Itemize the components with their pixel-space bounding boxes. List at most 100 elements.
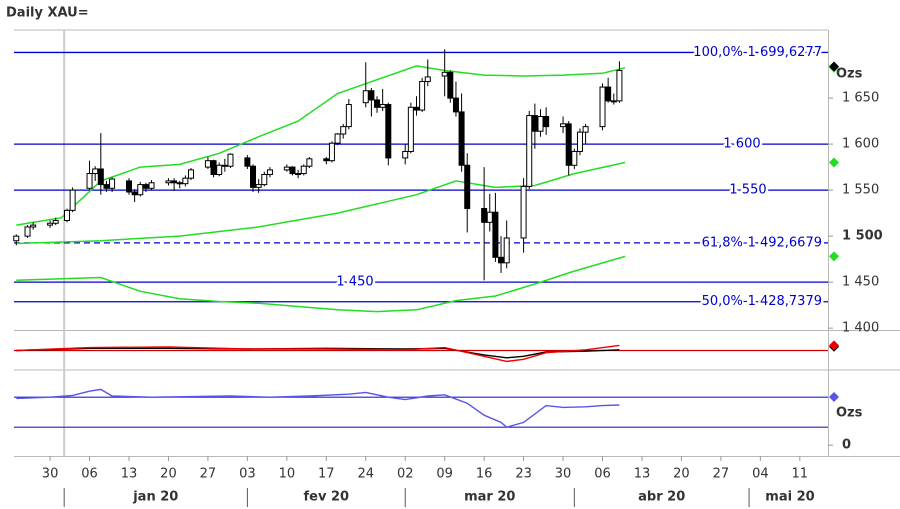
candle [610, 93, 617, 105]
candle-body [210, 160, 217, 175]
candle [458, 93, 465, 172]
candle-body [582, 126, 589, 133]
candle [63, 208, 70, 223]
candle-body [244, 157, 251, 167]
candle [402, 144, 409, 165]
candle-body [63, 209, 70, 221]
y-tick-label: 1 550 [842, 183, 879, 198]
x-tick-label: 24 [357, 467, 374, 482]
candle-body [441, 71, 448, 77]
indicator-line [16, 344, 620, 363]
x-tick-label: 06 [594, 467, 611, 482]
candle [289, 166, 296, 176]
candle [250, 164, 257, 192]
level-label: 61,8%-1 492,6679 [702, 235, 822, 250]
candle-body [503, 237, 510, 264]
band-marker [829, 157, 839, 168]
candle-body [340, 126, 347, 135]
x-tick-label: 03 [239, 467, 256, 482]
candle-body [481, 208, 488, 223]
candle-body [334, 133, 341, 144]
candle-body [261, 173, 268, 186]
candle [374, 96, 381, 113]
candle [340, 123, 347, 139]
candle-body [402, 150, 409, 159]
candle [424, 59, 431, 87]
candle [103, 180, 110, 192]
candle [520, 178, 527, 253]
band-line [16, 161, 626, 245]
candle [255, 179, 262, 193]
x-tick-label: 20 [673, 467, 690, 482]
candle [576, 128, 583, 156]
x-tick-label: 30 [42, 467, 59, 482]
candle [486, 193, 493, 232]
x-tick-label: 09 [436, 467, 453, 482]
candle-body [97, 168, 104, 186]
candle [30, 222, 37, 230]
candle-body [323, 158, 330, 162]
candle-body [250, 165, 257, 188]
band-line [16, 65, 626, 226]
candle [24, 225, 31, 238]
candle-body [616, 69, 623, 102]
candle-body [216, 164, 223, 175]
candle-body [221, 164, 228, 167]
candle [441, 49, 448, 97]
candle-body [283, 166, 290, 171]
candle [266, 167, 273, 178]
y-tick-label: 1 400 [842, 321, 879, 336]
x-tick-label: 16 [476, 467, 493, 482]
x-tick-label: 02 [397, 467, 414, 482]
candle [531, 103, 538, 149]
candle [283, 164, 290, 172]
band-line [16, 255, 626, 313]
candle [109, 177, 116, 192]
candle-body [295, 173, 302, 176]
level-label: 50,0%-1 428,7379 [702, 294, 822, 309]
candle [176, 180, 183, 189]
candle [605, 77, 612, 103]
x-tick-label: 13 [121, 467, 138, 482]
indicator-marker [829, 340, 839, 351]
last-close-marker [829, 61, 839, 72]
candle-body [137, 184, 144, 196]
x-tick-label: 10 [279, 467, 296, 482]
candle-body [424, 76, 431, 83]
candle-body [24, 226, 31, 237]
level-label: 100,0%-1 699,6277 [693, 45, 822, 60]
candle [306, 156, 313, 169]
candle-body [486, 211, 493, 223]
x-tick-label: 30 [555, 467, 572, 482]
candle-body [407, 106, 414, 152]
candle [503, 220, 510, 269]
candle-body [452, 97, 459, 113]
candle-body [447, 71, 454, 99]
candle-body [171, 180, 178, 184]
x-tick-label: 23 [515, 467, 532, 482]
candle [419, 77, 426, 112]
x-tick-label: 11 [792, 467, 809, 482]
candle-body [165, 180, 172, 184]
candle [498, 236, 505, 273]
x-tick-label: 13 [634, 467, 651, 482]
candle-body [148, 182, 155, 189]
candle [328, 141, 335, 163]
candle [86, 160, 93, 191]
candle-body [543, 116, 550, 128]
candle-body [52, 219, 59, 224]
candle [481, 167, 488, 281]
candle-body [492, 211, 499, 258]
x-tick-label: 20 [160, 467, 177, 482]
x-tick-label: 27 [713, 467, 730, 482]
candle-body [328, 142, 335, 162]
candle [571, 148, 578, 169]
candle [560, 116, 567, 134]
candle-body [520, 185, 527, 239]
candle-body [13, 235, 20, 242]
candle [204, 156, 211, 169]
level-label: 1 600 [723, 137, 760, 152]
candle-body [306, 158, 313, 167]
candle [543, 107, 550, 135]
